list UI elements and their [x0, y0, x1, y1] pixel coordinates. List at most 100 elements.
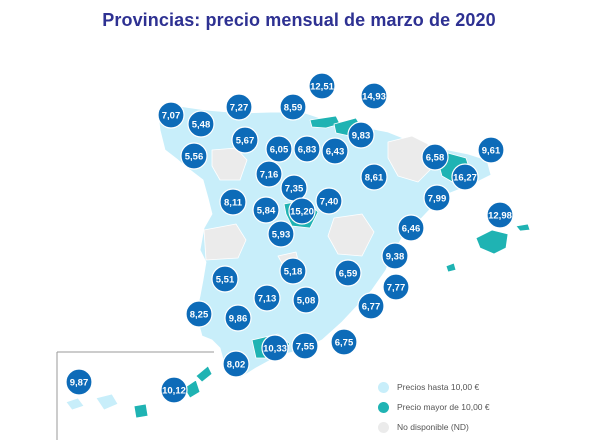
price-value-label: 7,99 — [428, 194, 447, 205]
price-bubble-circle — [347, 121, 375, 149]
legend-item-nd: No disponible (ND) — [378, 417, 490, 437]
price-bubble-circle — [253, 284, 281, 312]
nd-region-extremadura — [203, 223, 247, 261]
price-bubble-circle — [225, 93, 253, 121]
price-bubble-circle — [65, 368, 93, 396]
price-value-label: 10,12 — [162, 386, 186, 397]
price-value-label: 7,27 — [230, 103, 249, 114]
price-bubble: 12,51 — [308, 72, 336, 100]
price-bubble: 5,18 — [279, 257, 307, 285]
high-region-cantabria — [309, 115, 341, 129]
price-bubble-circle — [255, 160, 283, 188]
canary-inset-frame — [56, 351, 214, 440]
price-value-label: 9,61 — [482, 146, 501, 157]
map-title: Provincias: precio mensual de marzo de 2… — [102, 10, 496, 30]
price-bubble: 7,99 — [423, 184, 451, 212]
price-bubble: 14,93 — [360, 82, 388, 110]
price-bubble-circle — [360, 163, 388, 191]
price-bubble-circle — [288, 197, 316, 225]
price-bubble-circle — [265, 135, 293, 163]
price-value-label: 5,84 — [257, 206, 276, 217]
price-bubble: 5,56 — [180, 142, 208, 170]
price-value-label: 12,98 — [488, 211, 512, 222]
price-bubble: 10,12 — [160, 376, 188, 404]
price-bubble-circle — [315, 187, 343, 215]
price-value-label: 9,86 — [229, 314, 248, 325]
price-value-label: 5,93 — [272, 230, 291, 241]
price-value-label: 6,59 — [339, 269, 358, 280]
price-bubble: 5,51 — [211, 265, 239, 293]
canary-island-5 — [195, 365, 213, 383]
price-bubble-circle — [252, 196, 280, 224]
legend-label-nd: No disponible (ND) — [397, 422, 469, 432]
price-bubble: 6,05 — [265, 135, 293, 163]
price-bubble-circle — [211, 265, 239, 293]
price-bubble: 6,59 — [334, 259, 362, 287]
price-value-label: 8,61 — [365, 173, 384, 184]
price-bubble-circle — [157, 101, 185, 129]
price-bubble: 7,27 — [225, 93, 253, 121]
price-bubble: 15,20 — [288, 197, 316, 225]
price-bubble-circle — [334, 259, 362, 287]
price-value-label: 5,48 — [192, 120, 211, 131]
price-bubble: 6,58 — [421, 143, 449, 171]
price-bubble: 5,93 — [267, 220, 295, 248]
canary-island-3 — [133, 403, 149, 419]
price-bubble: 5,08 — [292, 286, 320, 314]
price-bubble: 9,87 — [65, 368, 93, 396]
price-bubble: 7,35 — [280, 174, 308, 202]
price-bubble: 9,61 — [477, 136, 505, 164]
price-bubble-circle — [291, 332, 319, 360]
price-value-label: 5,18 — [284, 267, 303, 278]
canary-island-1 — [65, 397, 85, 411]
high-region-baleares — [475, 229, 509, 255]
price-bubble: 6,83 — [293, 135, 321, 163]
price-value-label: 6,43 — [326, 147, 345, 158]
price-bubble-circle — [293, 135, 321, 163]
price-value-label: 6,77 — [362, 302, 381, 313]
price-bubble-circle — [160, 376, 188, 404]
price-bubble: 9,38 — [381, 242, 409, 270]
legend-swatch-nd — [378, 421, 389, 433]
price-bubble-circle — [308, 72, 336, 100]
price-bubble: 10,33 — [261, 334, 289, 362]
price-value-label: 6,46 — [402, 224, 421, 235]
legend-label-high: Precio mayor de 10,00 € — [397, 402, 490, 412]
price-bubble-circle — [381, 242, 409, 270]
price-value-label: 15,20 — [290, 207, 314, 218]
price-bubble-circle — [321, 137, 349, 165]
map-legend: Precios hasta 10,00 € Precio mayor de 10… — [378, 377, 490, 437]
legend-item-high: Precio mayor de 10,00 € — [378, 397, 490, 417]
price-bubble: 5,67 — [231, 126, 259, 154]
price-bubble-circle — [421, 143, 449, 171]
price-value-label: 6,83 — [298, 145, 317, 156]
price-value-label: 5,67 — [236, 136, 255, 147]
price-bubble: 7,55 — [291, 332, 319, 360]
price-bubble: 8,59 — [279, 93, 307, 121]
price-bubble: 16,27 — [451, 163, 479, 191]
price-bubble: 5,48 — [187, 110, 215, 138]
price-bubble-circle — [222, 350, 250, 378]
price-value-label: 7,16 — [260, 170, 279, 181]
price-bubble-circle — [397, 214, 425, 242]
price-bubble-circle — [330, 328, 358, 356]
price-bubble-circle — [279, 93, 307, 121]
price-value-label: 9,83 — [352, 131, 371, 142]
price-value-label: 8,11 — [224, 198, 243, 209]
price-value-label: 7,55 — [296, 342, 315, 353]
price-bubble-circle — [382, 273, 410, 301]
price-value-label: 8,02 — [227, 360, 246, 371]
price-bubble: 6,43 — [321, 137, 349, 165]
price-value-label: 10,33 — [263, 344, 287, 355]
price-bubble-circle — [261, 334, 289, 362]
price-value-label: 7,40 — [320, 197, 339, 208]
price-bubble-circle — [219, 188, 247, 216]
legend-swatch-high — [378, 401, 389, 413]
price-bubble: 7,07 — [157, 101, 185, 129]
price-bubble: 6,77 — [357, 292, 385, 320]
price-bubble: 9,86 — [224, 304, 252, 332]
price-bubble: 9,83 — [347, 121, 375, 149]
price-bubble: 8,61 — [360, 163, 388, 191]
price-value-label: 5,08 — [297, 296, 316, 307]
